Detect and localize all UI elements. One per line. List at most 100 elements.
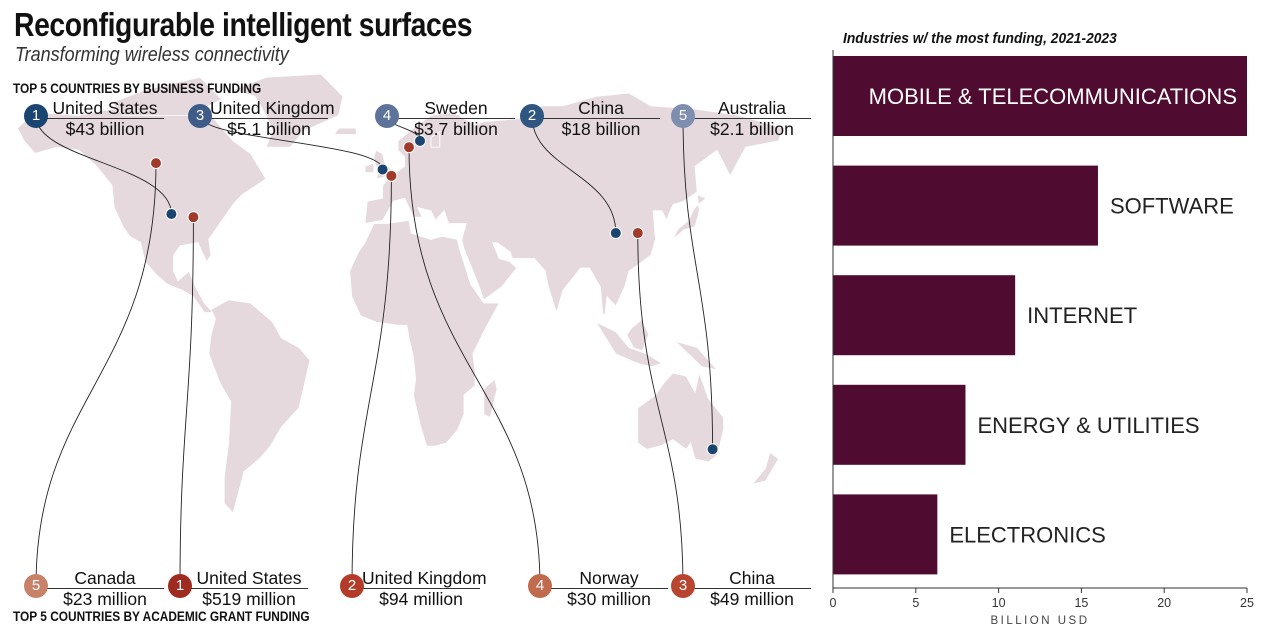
academic-funding-label: TOP 5 COUNTRIES BY ACADEMIC GRANT FUNDIN… bbox=[13, 609, 310, 624]
rank-badge: 5 bbox=[671, 104, 695, 128]
rank-badge: 1 bbox=[168, 574, 192, 598]
bar-energy-utilities bbox=[833, 384, 966, 465]
leader-line-academic_funding-united-kingdom bbox=[351, 175, 392, 587]
underline-rule bbox=[397, 118, 515, 119]
x-tick-label-15: 15 bbox=[1074, 596, 1088, 610]
land-scandinavia-gulf bbox=[430, 130, 441, 148]
leader-line-academic_funding-united-states bbox=[179, 217, 194, 587]
academic_funding-callout-united-states: United States $519 million 1 bbox=[168, 568, 308, 609]
country-name: China bbox=[729, 568, 775, 588]
land-south-america bbox=[208, 299, 311, 514]
bar-label-mobile-telecommunications: MOBILE & TELECOMMUNICATIONS bbox=[869, 84, 1237, 109]
country-name: Norway bbox=[579, 568, 639, 588]
map-point-academic_funding-canada bbox=[150, 157, 162, 170]
funding-value: $23 million bbox=[63, 589, 147, 609]
bar-internet bbox=[833, 275, 1016, 356]
land-new-zealand bbox=[751, 451, 780, 485]
underline-rule bbox=[550, 588, 668, 589]
underline-rule bbox=[190, 588, 308, 589]
bar-label-internet: INTERNET bbox=[1027, 303, 1137, 328]
bar-electronics bbox=[833, 494, 938, 575]
funding-value: $18 billion bbox=[561, 119, 641, 139]
map-points bbox=[150, 134, 719, 456]
funding-value: $30 million bbox=[567, 589, 651, 609]
map-point-academic_funding-china bbox=[631, 227, 644, 240]
underline-rule bbox=[46, 588, 164, 589]
page-subtitle: Transforming wireless connectivity bbox=[15, 44, 289, 66]
bar-mobile-telecommunications bbox=[833, 56, 1247, 136]
land-australia bbox=[637, 371, 724, 463]
map-point-business_funding-united-states bbox=[165, 207, 178, 220]
bar-label-electronics: ELECTRONICS bbox=[949, 522, 1105, 547]
funding-value: $94 million bbox=[379, 589, 463, 609]
business-funding-label: TOP 5 COUNTRIES BY BUSINESS FUNDING bbox=[13, 81, 262, 96]
leader-line-business_funding-china bbox=[531, 115, 617, 234]
academic_funding-callout-norway: Norway $30 million 4 bbox=[528, 568, 668, 609]
map-point-business_funding-sweden bbox=[414, 134, 426, 147]
leader-line-academic_funding-china bbox=[637, 233, 684, 587]
x-tick-label-0: 0 bbox=[830, 596, 837, 610]
country-name: Australia bbox=[717, 98, 787, 118]
business_funding-callout-united-states: United States $43 billion 1 bbox=[24, 98, 164, 139]
underline-rule bbox=[362, 588, 480, 589]
funding-value: $519 million bbox=[202, 589, 296, 609]
underline-rule bbox=[693, 588, 811, 589]
rank-badge: 1 bbox=[24, 104, 48, 128]
underline-rule bbox=[46, 118, 164, 119]
map-point-academic_funding-united-kingdom bbox=[385, 169, 398, 182]
land-iceland bbox=[333, 127, 357, 135]
land-madagascar bbox=[483, 378, 498, 419]
business_funding-callout-china: China $18 billion 2 bbox=[520, 98, 660, 139]
land-eurasia bbox=[364, 92, 784, 335]
underline-rule bbox=[210, 118, 328, 119]
land-new-guinea bbox=[674, 340, 719, 371]
land-indonesia bbox=[594, 321, 663, 368]
funding-value: $43 billion bbox=[65, 119, 145, 139]
funding-value: $3.7 billion bbox=[414, 119, 498, 139]
rank-badge: 4 bbox=[375, 104, 399, 128]
country-name: United Kingdom bbox=[362, 568, 487, 588]
leader-line-academic_funding-canada bbox=[35, 163, 157, 587]
rank-badge: 5 bbox=[24, 574, 48, 598]
funding-value: $5.1 billion bbox=[227, 119, 311, 139]
x-tick-label-20: 20 bbox=[1157, 596, 1171, 610]
business_funding-callout-sweden: Sweden $3.7 billion 4 bbox=[375, 98, 515, 139]
chart-title: Industries w/ the most funding, 2021-202… bbox=[843, 30, 1117, 47]
rank-badge: 2 bbox=[340, 574, 364, 598]
land-ireland bbox=[364, 162, 375, 174]
bar-label-energy-utilities: ENERGY & UTILITIES bbox=[977, 413, 1199, 438]
rank-badge: 2 bbox=[520, 104, 544, 128]
x-tick-label-5: 5 bbox=[912, 596, 919, 610]
bar-software bbox=[833, 165, 1098, 246]
underline-rule bbox=[542, 118, 660, 119]
land-japan bbox=[672, 194, 707, 240]
country-name: United States bbox=[196, 568, 302, 588]
underline-rule bbox=[693, 118, 811, 119]
funding-value: $49 million bbox=[710, 589, 794, 609]
leader-lines bbox=[35, 115, 714, 587]
leader-line-business_funding-united-states bbox=[35, 115, 172, 214]
business_funding-callout-australia: Australia $2.1 billion 5 bbox=[671, 98, 811, 139]
leader-line-business_funding-australia bbox=[682, 115, 714, 450]
x-tick-label-25: 25 bbox=[1240, 596, 1254, 610]
rank-badge: 3 bbox=[671, 574, 695, 598]
academic_funding-callout-china: China $49 million 3 bbox=[671, 568, 811, 609]
country-name: Sweden bbox=[424, 98, 488, 118]
country-name: China bbox=[578, 98, 624, 118]
land-north-america bbox=[16, 105, 267, 313]
land-africa bbox=[349, 219, 500, 447]
map-point-business_funding-china bbox=[609, 227, 622, 240]
leader-line-academic_funding-norway bbox=[408, 147, 541, 587]
academic_funding-callout-united-kingdom: United Kingdom $94 million 2 bbox=[340, 568, 487, 609]
country-name: United States bbox=[52, 98, 158, 118]
country-name: United Kingdom bbox=[210, 98, 335, 118]
rank-badge: 4 bbox=[528, 574, 552, 598]
funding-value: $2.1 billion bbox=[710, 119, 794, 139]
rank-badge: 3 bbox=[188, 104, 212, 128]
map-point-academic_funding-united-states bbox=[187, 211, 200, 224]
x-tick-label-10: 10 bbox=[992, 596, 1006, 610]
map-point-business_funding-united-kingdom bbox=[376, 163, 389, 176]
world-map bbox=[16, 73, 784, 587]
business_funding-callout-united-kingdom: United Kingdom $5.1 billion 3 bbox=[188, 98, 335, 139]
